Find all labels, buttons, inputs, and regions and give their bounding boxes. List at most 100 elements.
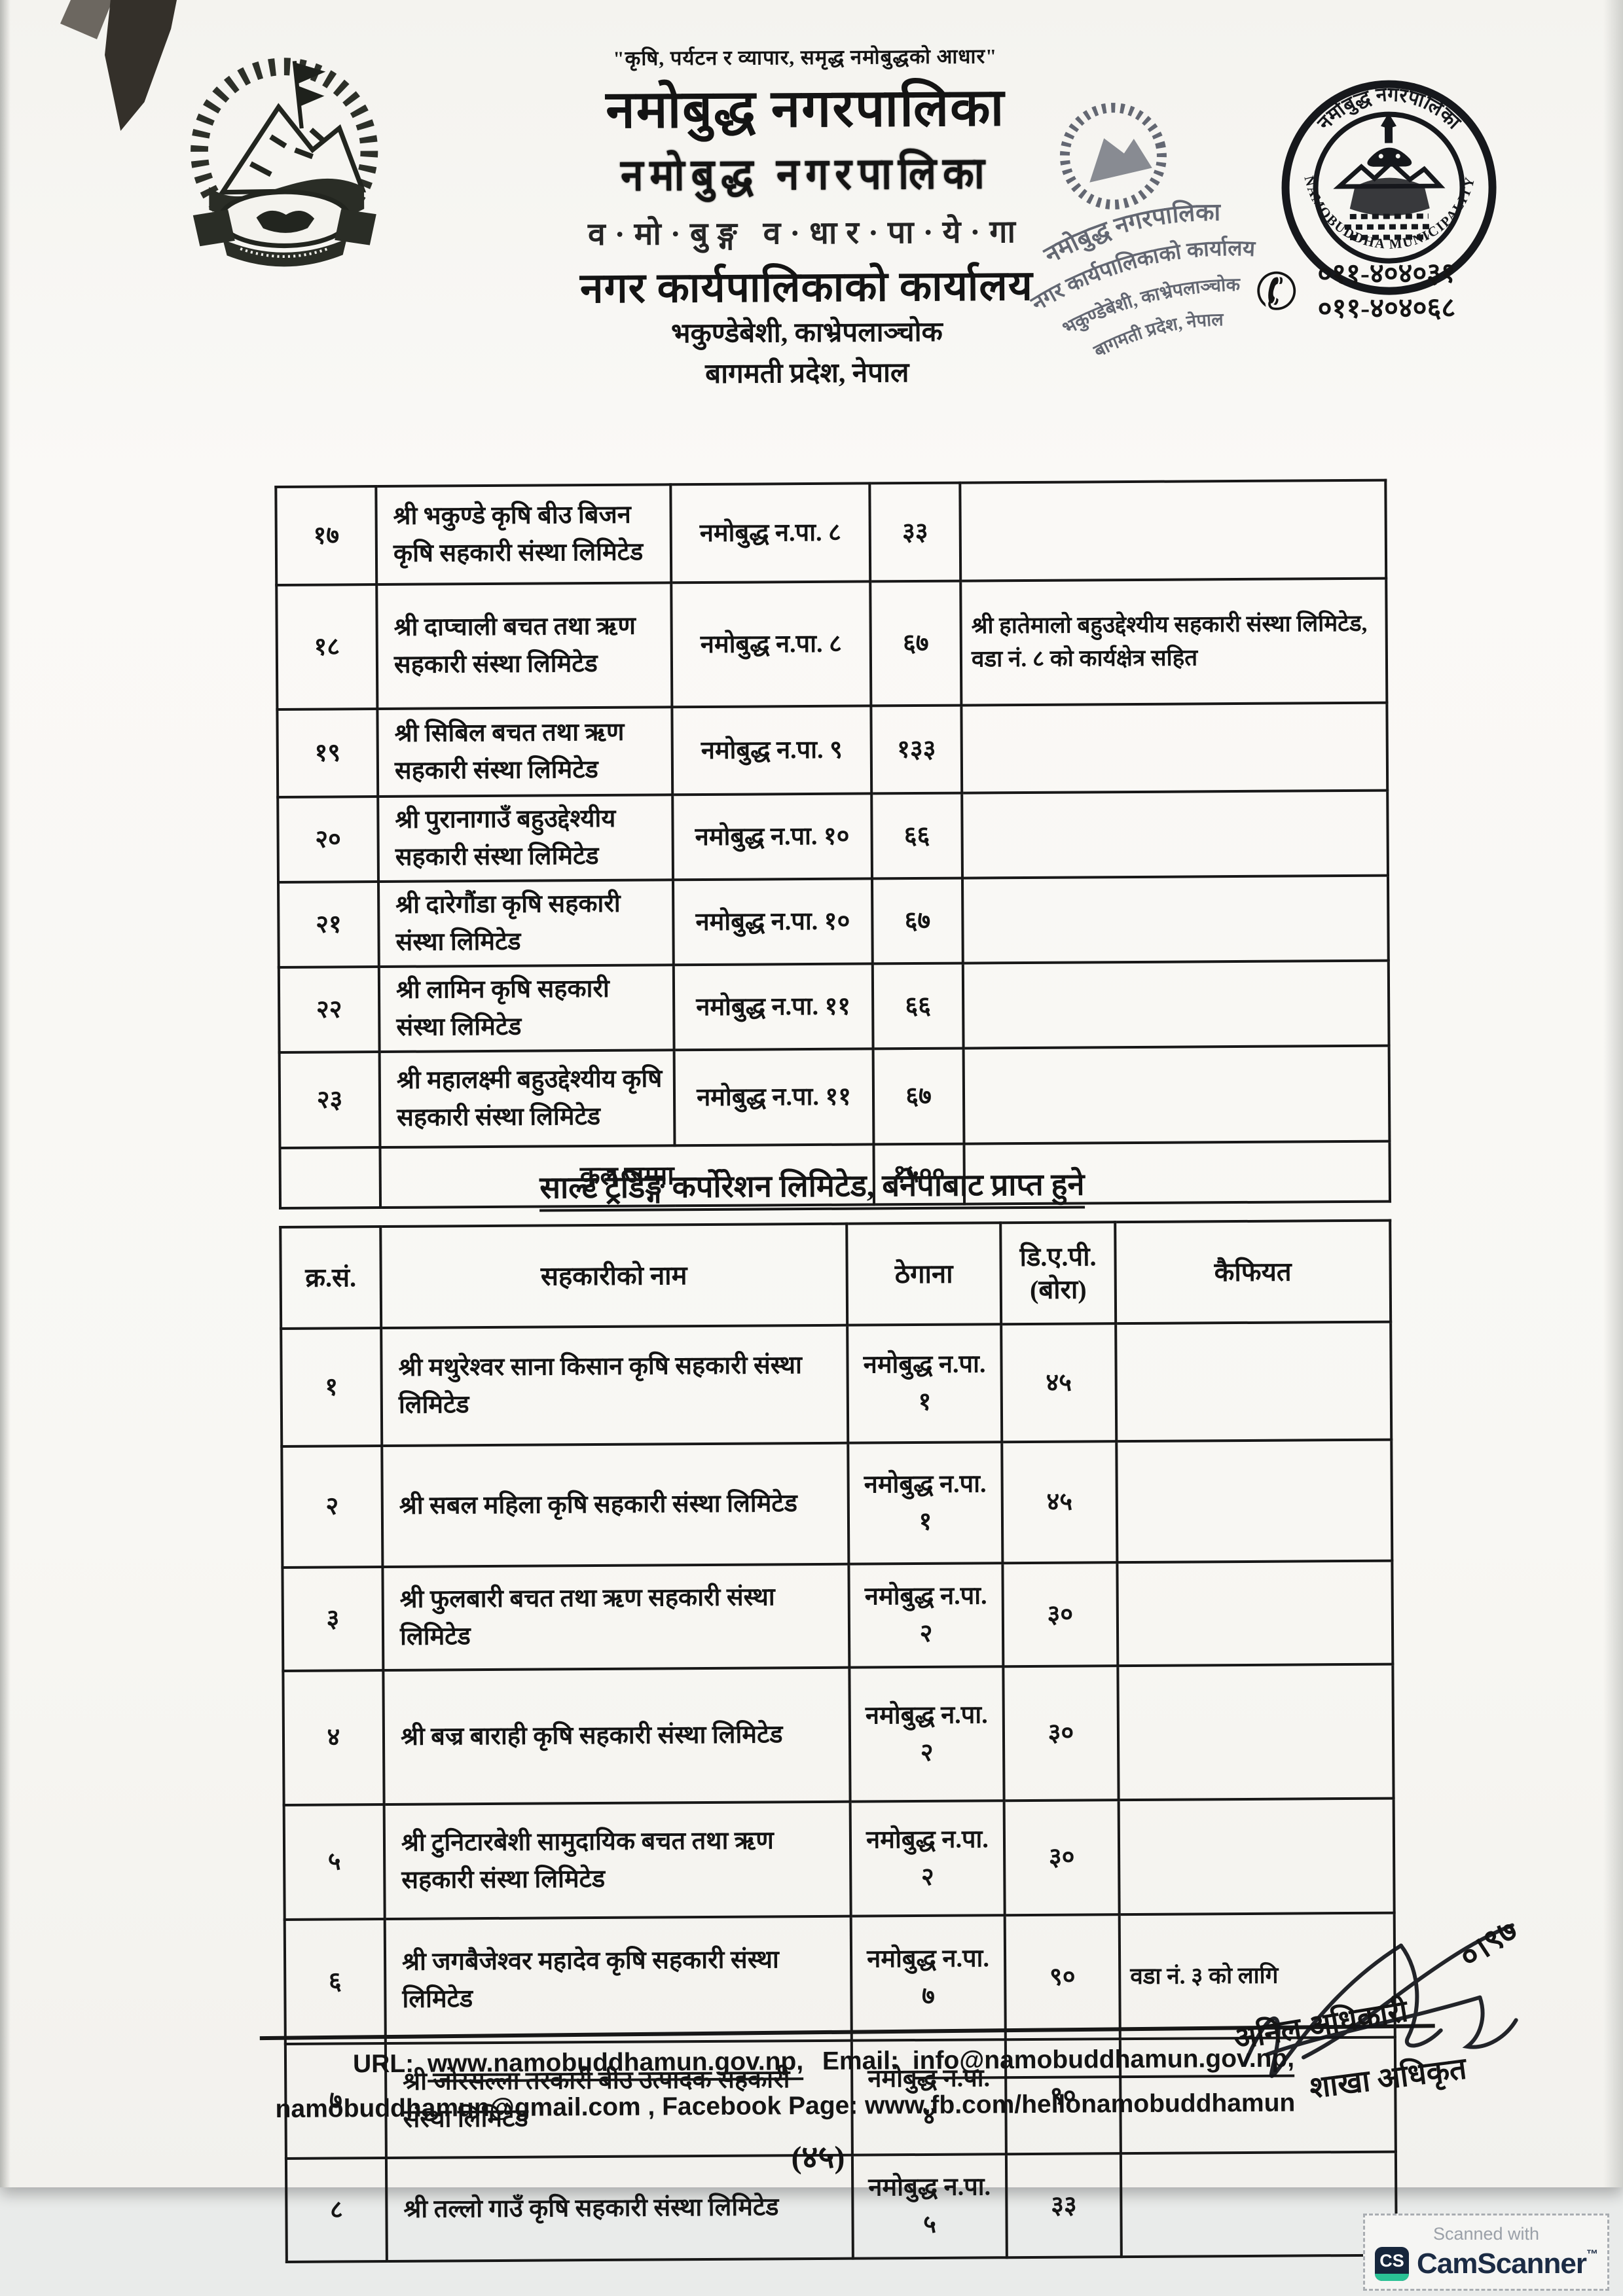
header-quantity-line2: (बोरा) bbox=[1029, 1274, 1087, 1304]
table-row: १९ श्री सिबिल बचत तथा ऋण सहकारी संस्था ल… bbox=[277, 702, 1388, 797]
nepal-coat-of-arms-logo bbox=[191, 58, 378, 267]
cell-quantity: ६७ bbox=[871, 878, 963, 964]
phone-block: ✆ ०११-४०४०३१ ०११-४०४०६८ bbox=[1250, 256, 1537, 327]
cell-name: श्री टुनिटारबेशी सामुदायिक बचत तथा ऋण सह… bbox=[384, 1801, 851, 1920]
cell-address: नमोबुद्ध न.पा. ११ bbox=[674, 1049, 874, 1146]
cell-address: नमोबुद्ध न.पा. २ bbox=[849, 1666, 1004, 1802]
trademark-symbol: ™ bbox=[1586, 2247, 1598, 2261]
cell-quantity: ६७ bbox=[873, 1048, 964, 1145]
header-address: ठेगाना bbox=[847, 1223, 1002, 1325]
cell-quantity: ९० bbox=[1004, 1914, 1120, 2040]
cell-address: नमोबुद्ध न.पा. २ bbox=[850, 1801, 1005, 1916]
cell-name: श्री सबल महिला कृषि सहकारी संस्था लिमिटे… bbox=[382, 1443, 849, 1568]
cell-address: नमोबुद्ध न.पा. ८ bbox=[671, 581, 871, 708]
cell-address: नमोबुद्ध न.पा. १ bbox=[848, 1442, 1003, 1564]
phone-number-2: ०११-४०४०६८ bbox=[1317, 293, 1456, 324]
cell-remark bbox=[962, 790, 1388, 878]
table-row: २३ श्री महालक्ष्मी बहुउद्देश्यीय कृषि सह… bbox=[279, 1045, 1390, 1148]
table-row: २१ श्री दारेगौंडा कृषि सहकारी संस्था लिम… bbox=[278, 875, 1389, 967]
cell-address: नमोबुद्ध न.पा. ९ bbox=[672, 706, 872, 795]
cell-sn: २२ bbox=[278, 967, 380, 1052]
cell-name: श्री लामिन कृषि सहकारी संस्था लिमिटेड bbox=[378, 965, 674, 1052]
camscanner-badge: Scanned with CS CamScanner™ bbox=[1363, 2214, 1609, 2291]
cell-sn: २ bbox=[282, 1446, 383, 1568]
cell-quantity: ३० bbox=[1004, 1800, 1120, 1916]
cell-remark bbox=[962, 875, 1389, 963]
cell-remark bbox=[1116, 1321, 1392, 1442]
table-row: ३ श्री फुलबारी बचत तथा ऋण सहकारी संस्था … bbox=[282, 1560, 1393, 1671]
cell-name: श्री पुरानागाउँ बहुउद्देश्यीय सहकारी संस… bbox=[378, 795, 674, 882]
table-row: १८ श्री दाप्चाली बचत तथा ऋण सहकारी संस्थ… bbox=[276, 578, 1387, 709]
cell-name: श्री फुलबारी बचत तथा ऋण सहकारी संस्था लि… bbox=[382, 1564, 850, 1671]
cell-name: श्री दाप्चाली बचत तथा ऋण सहकारी संस्था ल… bbox=[376, 583, 672, 709]
phone-number-1: ०११-४०४०३१ bbox=[1317, 258, 1456, 290]
cell-sn: २० bbox=[278, 797, 379, 882]
email-label: Email: bbox=[822, 2047, 900, 2075]
office-ink-stamp: नमोबुद्ध नगरपालिका नगर कार्यपालिकाको कार… bbox=[1022, 103, 1262, 363]
cell-quantity: ४५ bbox=[1002, 1441, 1118, 1564]
cell-address: नमोबुद्ध न.पा. ११ bbox=[673, 963, 873, 1050]
cooperatives-table-continued: १७ श्री भकुण्डे कृषि बीउ बिजन कृषि सहकार… bbox=[274, 479, 1391, 1210]
website-url: www.namobuddhamun.gov.np, bbox=[427, 2047, 804, 2083]
camscanner-scanned-with-text: Scanned with bbox=[1432, 2223, 1540, 2244]
header-quantity: डि.ए.पी. (बोरा) bbox=[1000, 1222, 1116, 1325]
cell-quantity: ३० bbox=[1003, 1666, 1119, 1801]
cell-sn: २१ bbox=[278, 882, 379, 967]
cell-sn: ५ bbox=[283, 1804, 385, 1920]
cell-remark bbox=[962, 960, 1389, 1049]
table-row: २२ श्री लामिन कृषि सहकारी संस्था लिमिटेड… bbox=[278, 960, 1389, 1052]
cell-sn: १८ bbox=[276, 584, 378, 709]
handwritten-signature bbox=[1243, 1923, 1518, 2078]
municipality-seal: नमोबुद्ध नगरपालिका NAMOBUDDHA MUNICIPALI… bbox=[1281, 80, 1497, 295]
phone-icon: ✆ bbox=[1249, 259, 1304, 326]
cell-quantity: ३३ bbox=[869, 482, 961, 582]
cell-remark bbox=[963, 1045, 1390, 1144]
cell-sn: १७ bbox=[276, 486, 377, 585]
table-row: ४ श्री बज्र बाराही कृषि सहकारी संस्था लि… bbox=[283, 1664, 1394, 1805]
cell-sn: १९ bbox=[277, 709, 378, 797]
header-quantity-line1: डि.ए.पी. bbox=[1019, 1241, 1097, 1272]
table-row: १ श्री मथुरेश्वर साना किसान कृषि सहकारी … bbox=[281, 1321, 1392, 1446]
cell-remark bbox=[961, 702, 1388, 793]
table-header-row: क्र.सं. सहकारीको नाम ठेगाना डि.ए.पी. (बो… bbox=[280, 1220, 1391, 1329]
cell-address: नमोबुद्ध न.पा. ८ bbox=[670, 483, 871, 583]
cell-remark bbox=[960, 480, 1387, 581]
cell-quantity: ६६ bbox=[871, 793, 962, 879]
cell-address: नमोबुद्ध न.पा. १० bbox=[672, 793, 872, 880]
cell-remark bbox=[1117, 1560, 1393, 1666]
cell-quantity: ६६ bbox=[872, 963, 964, 1049]
cell-address: नमोबुद्ध न.पा. ७ bbox=[850, 1915, 1006, 2041]
cell-quantity: १३३ bbox=[871, 705, 962, 794]
cell-name: श्री सिबिल बचत तथा ऋण सहकारी संस्था लिमि… bbox=[377, 707, 673, 797]
office-address-line2: बागमती प्रदेश, नेपाल bbox=[705, 358, 909, 389]
cell-sn: २३ bbox=[279, 1052, 380, 1148]
table-row: २० श्री पुरानागाउँ बहुउद्देश्यीय सहकारी … bbox=[278, 790, 1388, 882]
cell-sn: ३ bbox=[282, 1567, 384, 1671]
document-content: "कृषि, पर्यटन र व्यापार, समृद्ध नमोबुद्ध… bbox=[191, 45, 1586, 2262]
cell-address: नमोबुद्ध न.पा. १० bbox=[673, 878, 873, 965]
header-sn: क्र.सं. bbox=[280, 1227, 382, 1329]
cell-name: श्री बज्र बाराही कृषि सहकारी संस्था लिमि… bbox=[383, 1667, 850, 1805]
cell-remark bbox=[1116, 1439, 1393, 1563]
cell-remark bbox=[1118, 1798, 1395, 1915]
cell-remark: श्री हातेमालो बहुउद्देश्यीय सहकारी संस्थ… bbox=[960, 578, 1387, 706]
cell-sn: १ bbox=[281, 1328, 382, 1446]
cell-name: श्री महालक्ष्मी बहुउद्देश्यीय कृषि सहकार… bbox=[379, 1050, 675, 1148]
table-row: २ श्री सबल महिला कृषि सहकारी संस्था लिमि… bbox=[282, 1439, 1393, 1568]
camscanner-icon: CS bbox=[1374, 2246, 1409, 2281]
header-remark: कैफियत bbox=[1115, 1220, 1391, 1324]
cell-quantity: ३० bbox=[1002, 1562, 1118, 1667]
cell-sn: ६ bbox=[284, 1919, 386, 2044]
cell-address: नमोबुद्ध न.पा. १ bbox=[847, 1324, 1002, 1443]
paper-right-shadow bbox=[1603, 0, 1623, 2187]
camscanner-brand-text: CamScanner™ bbox=[1416, 2247, 1598, 2280]
cell-quantity: ४५ bbox=[1001, 1323, 1117, 1443]
cell-sn: ४ bbox=[283, 1670, 384, 1805]
paper-left-shadow bbox=[0, 0, 10, 2187]
cell-name: श्री जगबैजेश्वर महादेव कृषि सहकारी संस्थ… bbox=[384, 1916, 852, 2044]
signature-block: ०।९७ अनिल अधिकारी शाखा अधिकृत bbox=[1205, 1899, 1586, 2150]
url-label: URL: bbox=[352, 2049, 414, 2079]
cell-quantity: ६७ bbox=[870, 581, 962, 706]
header-name: सहकारीको नाम bbox=[380, 1223, 848, 1329]
